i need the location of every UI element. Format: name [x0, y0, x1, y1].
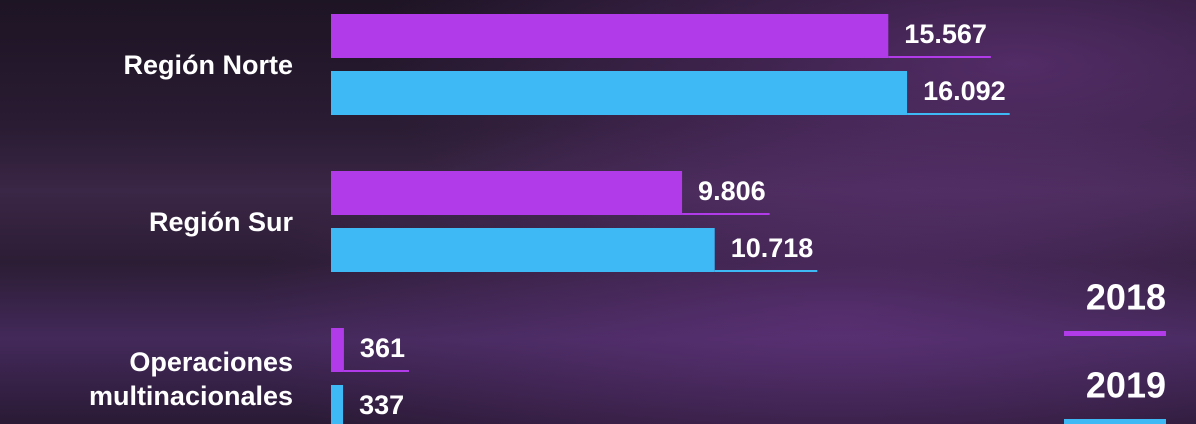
bar — [331, 71, 908, 115]
value-label: 361 — [360, 333, 405, 363]
category-label: Región Sur — [148, 206, 293, 237]
value-label: 15.567 — [904, 19, 987, 49]
value-label: 16.092 — [923, 76, 1006, 106]
bar — [331, 385, 344, 424]
bar — [331, 228, 715, 272]
bar — [331, 171, 683, 215]
value-label: 9.806 — [698, 176, 766, 206]
category-label: Operaciones multinacionales — [88, 346, 293, 411]
legend-label: 2019 — [1086, 365, 1166, 406]
legend-swatch — [1064, 419, 1166, 424]
category-label: Región Norte — [123, 49, 293, 80]
value-label: 10.718 — [731, 233, 814, 263]
legend-swatch — [1064, 331, 1166, 336]
legend-label: 2018 — [1086, 277, 1166, 318]
bar — [331, 328, 344, 372]
value-label: 337 — [359, 390, 404, 420]
bar — [331, 14, 889, 58]
